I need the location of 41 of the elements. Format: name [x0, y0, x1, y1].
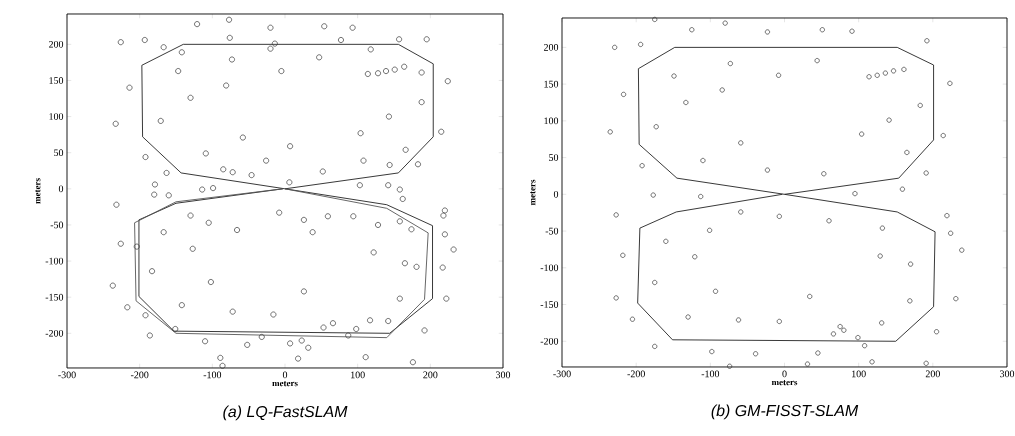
x-axis-title: meters	[771, 380, 798, 386]
y-tick-label: 150	[544, 80, 559, 88]
y-tick-label: 200	[48, 40, 64, 48]
line-series	[637, 46, 936, 342]
x-tick-label: -100	[203, 371, 222, 379]
x-tick-label: -300	[553, 370, 571, 378]
x-axis-title: meters	[272, 381, 298, 387]
x-tick-label: 0	[282, 371, 288, 379]
x-tick-label: 300	[1000, 370, 1015, 378]
x-tick-label: 300	[496, 371, 511, 379]
y-axis-title: meters	[530, 179, 536, 206]
y-tick-label: 200	[543, 44, 559, 51]
y-tick-label: -100	[45, 257, 64, 265]
x-tick-label: -200	[130, 371, 149, 379]
text: (a) LQ-FastSLAM	[223, 405, 348, 421]
y-tick-label: -150	[540, 301, 559, 308]
y-tick-label: -50	[545, 227, 559, 235]
y-tick-label: 150	[49, 77, 64, 84]
y-tick-label: -150	[45, 293, 64, 301]
x-tick-label: 200	[423, 371, 438, 379]
x-tick-label: 100	[351, 371, 365, 379]
y-tick-label: 100	[544, 117, 559, 125]
y-tick-label: 0	[553, 190, 559, 198]
x-tick-label: -100	[701, 370, 720, 378]
text: (b) GM-FISST-SLAM	[711, 404, 859, 420]
x-tick-label: 100	[852, 370, 866, 378]
line-series	[138, 43, 434, 334]
y-tick-label: 50	[549, 154, 559, 161]
x-tick-label: -300	[58, 371, 76, 379]
line-series	[134, 188, 429, 339]
x-tick-label: 0	[782, 370, 787, 378]
y-tick-label: -200	[45, 329, 64, 337]
y-tick-label: -100	[540, 264, 559, 272]
y-tick-label: 100	[49, 113, 64, 120]
y-tick-label: 0	[58, 185, 64, 193]
y-axis-title: meters	[35, 178, 41, 204]
x-tick-label: -200	[627, 370, 645, 378]
y-tick-label: 50	[54, 149, 64, 157]
y-tick-label: -50	[50, 221, 64, 229]
x-tick-label: 200	[925, 370, 940, 378]
y-tick-label: -200	[540, 337, 559, 345]
